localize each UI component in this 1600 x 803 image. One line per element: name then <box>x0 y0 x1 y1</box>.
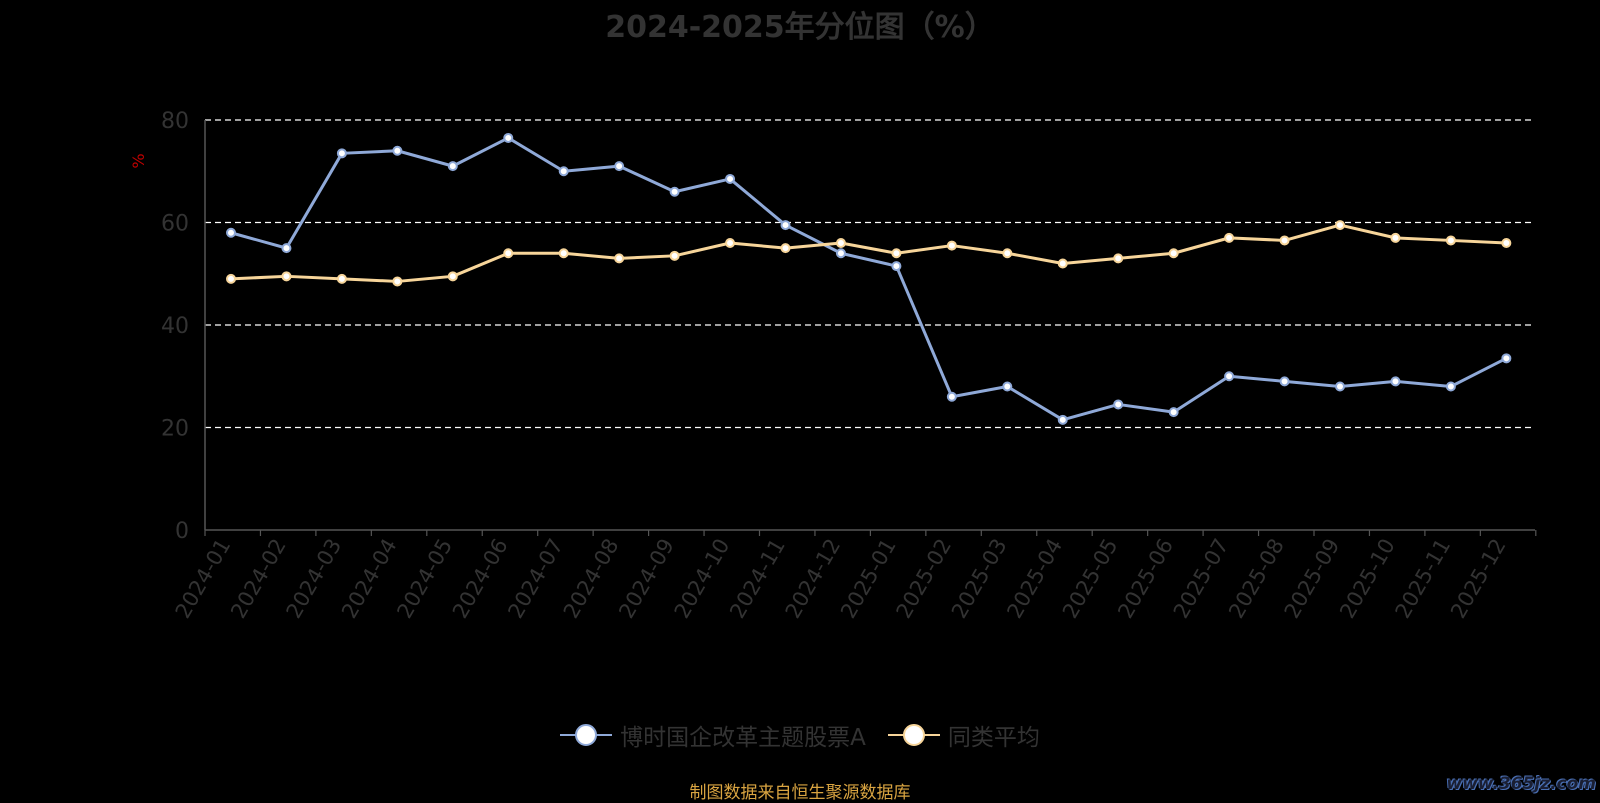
x-tick-label-2025-11: 2025-11 <box>1391 535 1456 623</box>
data-point-s1-2024-10[interactable] <box>725 238 736 248</box>
data-point-s0-2025-10[interactable] <box>1390 376 1401 387</box>
series-line-1 <box>230 223 1507 283</box>
chart-svg: 0204060802024-012024-022024-032024-04202… <box>129 109 1537 623</box>
data-point-s0-2024-07[interactable] <box>558 166 569 177</box>
y-axis-label: % <box>129 153 148 168</box>
data-point-s1-2025-10[interactable] <box>1390 232 1401 243</box>
data-point-s1-2024-02[interactable] <box>281 271 292 282</box>
data-point-s0-2025-02[interactable] <box>946 391 957 402</box>
x-tick-label-2025-08: 2025-08 <box>1224 535 1289 623</box>
data-point-s1-2024-06[interactable] <box>503 248 514 259</box>
data-point-s1-2025-02[interactable] <box>946 240 957 251</box>
data-point-s1-2025-07[interactable] <box>1224 232 1235 243</box>
data-source-footer: 制图数据来自恒生聚源数据库 <box>689 783 911 803</box>
data-point-s0-2025-07[interactable] <box>1224 371 1235 382</box>
x-tick-label-2025-05: 2025-05 <box>1058 535 1123 623</box>
x-tick-label-2024-04: 2024-04 <box>337 535 402 623</box>
y-tick-label-60: 60 <box>161 212 189 237</box>
data-point-s1-2024-11[interactable] <box>780 243 791 254</box>
data-point-s1-2025-12[interactable] <box>1501 238 1512 248</box>
data-point-s1-2025-11[interactable] <box>1445 235 1456 246</box>
x-tick-label-2025-04: 2025-04 <box>1002 535 1067 623</box>
data-point-s0-2024-06[interactable] <box>503 132 514 143</box>
data-point-s0-2024-01[interactable] <box>226 227 236 238</box>
legend-item-average[interactable]: 同类平均 <box>887 718 1040 752</box>
x-tick-label-2025-07: 2025-07 <box>1169 535 1234 623</box>
x-tick-label-2025-01: 2025-01 <box>836 535 901 623</box>
x-tick-label-2025-12: 2025-12 <box>1446 535 1511 623</box>
x-tick-label-2024-02: 2024-02 <box>226 535 291 623</box>
data-point-s1-2024-03[interactable] <box>336 273 347 284</box>
legend-marker-fund-icon <box>560 723 613 747</box>
data-point-s0-2025-03[interactable] <box>1002 381 1013 392</box>
data-point-s0-2024-10[interactable] <box>725 173 736 184</box>
x-tick-label-2024-05: 2024-05 <box>392 535 457 623</box>
x-tick-label-2025-06: 2025-06 <box>1113 535 1178 623</box>
data-point-s0-2025-06[interactable] <box>1168 407 1179 418</box>
data-point-s0-2024-08[interactable] <box>614 161 625 172</box>
data-point-s0-2024-12[interactable] <box>835 248 846 259</box>
y-tick-label-0: 0 <box>175 519 189 544</box>
data-point-s0-2024-09[interactable] <box>669 186 680 197</box>
y-tick-label-80: 80 <box>161 109 189 134</box>
data-point-s0-2025-04[interactable] <box>1057 414 1068 425</box>
y-tick-label-40: 40 <box>161 314 189 339</box>
x-tick-label-2024-01: 2024-01 <box>171 535 236 623</box>
x-tick-label-2024-12: 2024-12 <box>781 535 846 623</box>
x-tick-label-2025-10: 2025-10 <box>1335 535 1400 623</box>
y-tick-label-20: 20 <box>161 417 189 442</box>
data-point-s0-2025-08[interactable] <box>1279 376 1290 387</box>
data-point-s1-2025-04[interactable] <box>1057 258 1068 269</box>
chart-title: 2024-2025年分位图（%） <box>605 10 995 45</box>
legend-label-fund: 博时国企改革主题股票A <box>620 725 866 751</box>
x-tick-label-2024-03: 2024-03 <box>282 535 347 623</box>
data-point-s1-2024-07[interactable] <box>558 248 569 259</box>
data-point-s0-2025-09[interactable] <box>1335 381 1345 392</box>
x-tick-label-2025-02: 2025-02 <box>892 535 957 623</box>
series-line-0 <box>230 136 1508 422</box>
data-point-s1-2024-12[interactable] <box>835 238 846 248</box>
data-point-s0-2025-05[interactable] <box>1113 399 1124 410</box>
x-tick-label-2024-11: 2024-11 <box>725 535 790 623</box>
data-point-s1-2025-08[interactable] <box>1279 235 1290 246</box>
data-point-s0-2024-05[interactable] <box>447 161 458 172</box>
data-point-s1-2025-03[interactable] <box>1002 248 1013 259</box>
x-tick-label-2024-08: 2024-08 <box>559 535 624 623</box>
data-point-s1-2025-05[interactable] <box>1113 253 1124 264</box>
data-point-s1-2025-01[interactable] <box>891 248 902 259</box>
data-point-s1-2024-08[interactable] <box>614 253 625 264</box>
x-tick-label-2024-10: 2024-10 <box>670 535 735 623</box>
data-point-s1-2024-01[interactable] <box>226 273 236 284</box>
data-point-s1-2025-06[interactable] <box>1168 248 1179 259</box>
data-point-s0-2024-04[interactable] <box>392 145 403 156</box>
data-point-s1-2024-05[interactable] <box>447 271 458 282</box>
x-tick-label-2024-07: 2024-07 <box>503 535 568 623</box>
x-tick-label-2025-09: 2025-09 <box>1280 535 1345 623</box>
x-tick-label-2024-06: 2024-06 <box>448 535 513 623</box>
legend-marker-average-icon <box>887 723 940 747</box>
data-point-s0-2024-11[interactable] <box>780 220 791 231</box>
data-point-s1-2024-09[interactable] <box>669 250 680 261</box>
data-point-s1-2024-04[interactable] <box>392 276 403 287</box>
legend-label-average: 同类平均 <box>947 725 1040 751</box>
legend: 博时国企改革主题股票A 同类平均 <box>0 718 1600 752</box>
legend-item-fund[interactable]: 博时国企改革主题股票A <box>560 718 866 752</box>
x-tick-label-2025-03: 2025-03 <box>947 535 1012 623</box>
data-point-s0-2025-01[interactable] <box>891 261 902 272</box>
data-point-s0-2025-11[interactable] <box>1445 381 1456 392</box>
data-point-s1-2025-09[interactable] <box>1335 220 1345 231</box>
watermark: www.365jz.com <box>1446 774 1596 794</box>
data-point-s0-2024-03[interactable] <box>336 148 347 159</box>
data-point-s0-2025-12[interactable] <box>1501 353 1512 364</box>
x-tick-label-2024-09: 2024-09 <box>614 535 679 623</box>
data-point-s0-2024-02[interactable] <box>281 243 292 254</box>
